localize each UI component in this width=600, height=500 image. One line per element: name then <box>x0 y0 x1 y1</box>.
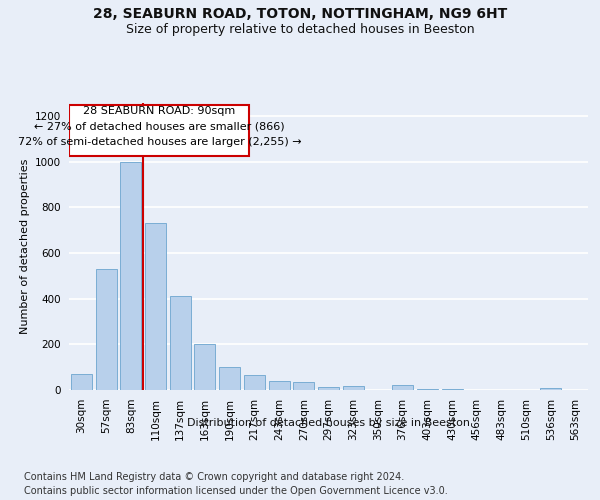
Bar <box>194 344 215 390</box>
Bar <box>392 386 413 390</box>
Bar <box>442 389 463 390</box>
Text: Distribution of detached houses by size in Beeston: Distribution of detached houses by size … <box>187 418 470 428</box>
FancyBboxPatch shape <box>70 105 250 156</box>
Text: ← 27% of detached houses are smaller (866): ← 27% of detached houses are smaller (86… <box>34 122 285 132</box>
Text: 72% of semi-detached houses are larger (2,255) →: 72% of semi-detached houses are larger (… <box>17 138 301 147</box>
Bar <box>318 386 339 390</box>
Bar <box>244 375 265 390</box>
Bar <box>219 367 240 390</box>
Bar <box>120 162 141 390</box>
Y-axis label: Number of detached properties: Number of detached properties <box>20 158 29 334</box>
Text: Size of property relative to detached houses in Beeston: Size of property relative to detached ho… <box>125 22 475 36</box>
Text: 28, SEABURN ROAD, TOTON, NOTTINGHAM, NG9 6HT: 28, SEABURN ROAD, TOTON, NOTTINGHAM, NG9… <box>93 8 507 22</box>
Bar <box>145 224 166 390</box>
Bar <box>269 381 290 390</box>
Bar <box>417 389 438 390</box>
Text: Contains public sector information licensed under the Open Government Licence v3: Contains public sector information licen… <box>24 486 448 496</box>
Bar <box>95 269 116 390</box>
Bar <box>71 374 92 390</box>
Bar <box>293 382 314 390</box>
Bar <box>343 386 364 390</box>
Text: 28 SEABURN ROAD: 90sqm: 28 SEABURN ROAD: 90sqm <box>83 106 236 117</box>
Bar <box>541 388 562 390</box>
Bar <box>170 296 191 390</box>
Text: Contains HM Land Registry data © Crown copyright and database right 2024.: Contains HM Land Registry data © Crown c… <box>24 472 404 482</box>
